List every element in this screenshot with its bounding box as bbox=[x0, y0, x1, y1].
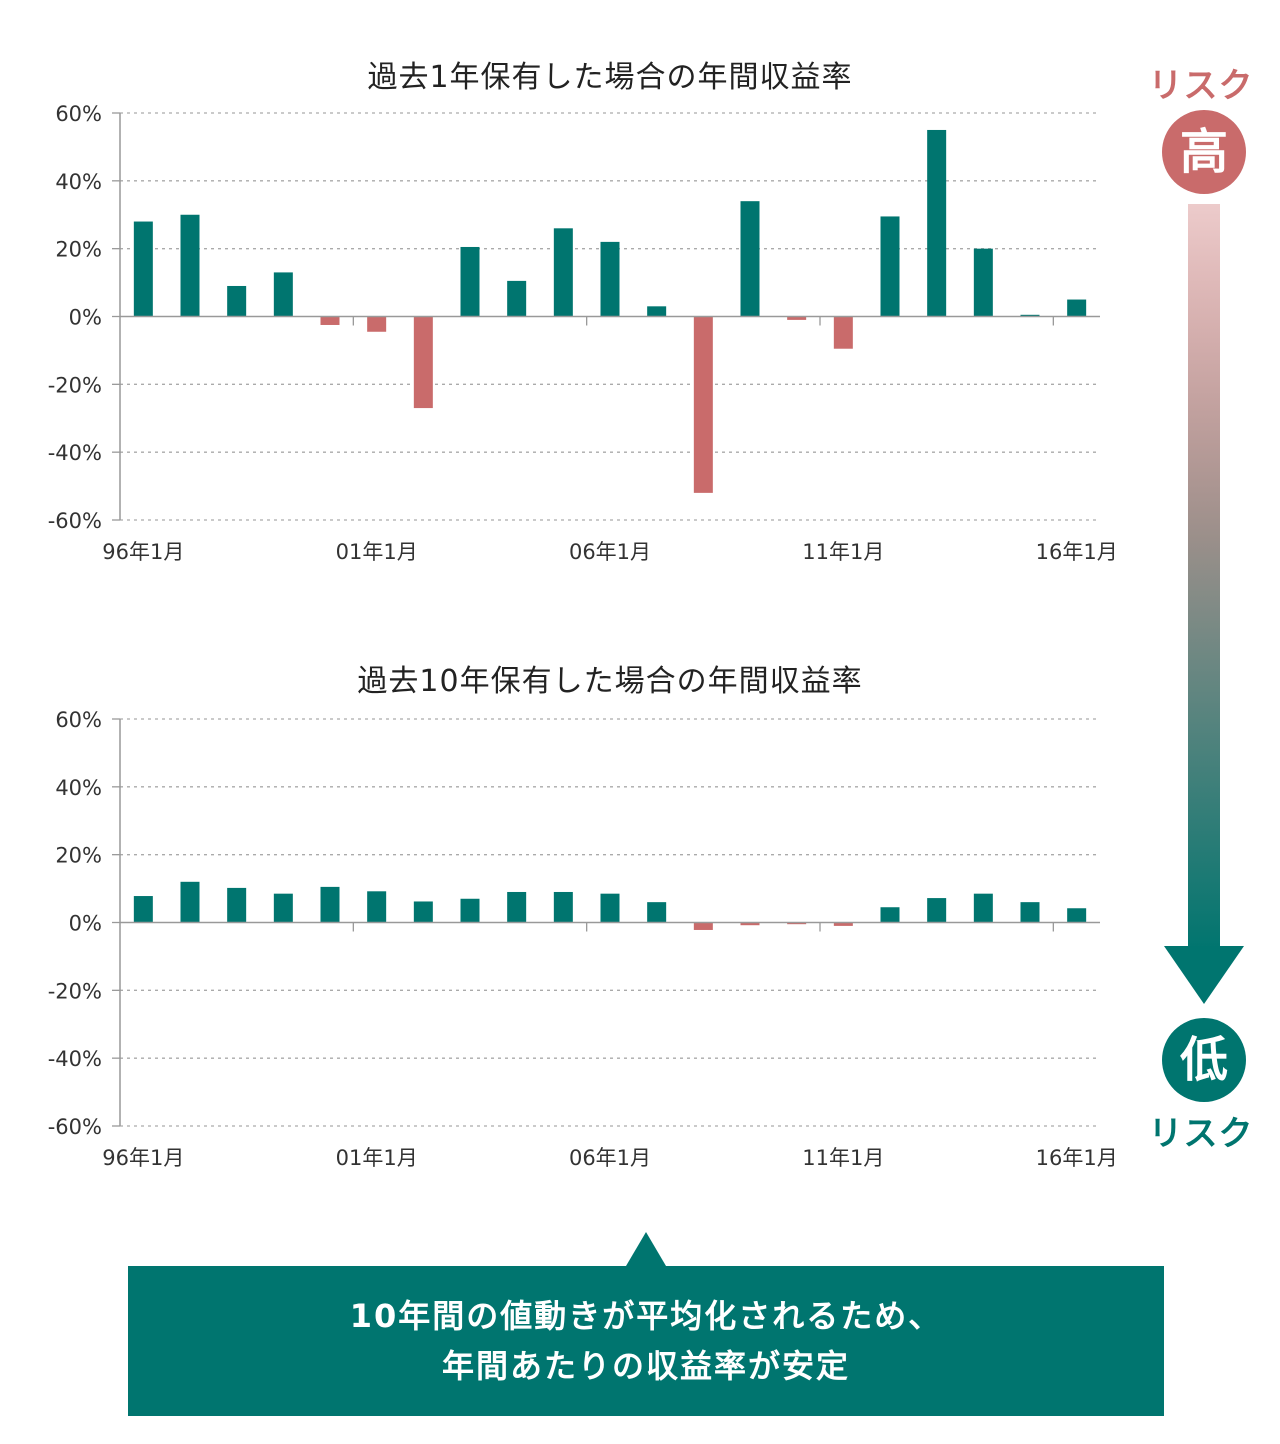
bar bbox=[647, 306, 667, 317]
bar bbox=[880, 907, 900, 923]
callout-box: 10年間の値動きが平均化されるため、 年間あたりの収益率が安定 bbox=[128, 1266, 1164, 1416]
x-tick-label: 16年1月 bbox=[1036, 1146, 1118, 1170]
bar bbox=[553, 891, 573, 923]
bar bbox=[413, 901, 433, 923]
risk-gradient-arrow bbox=[1164, 204, 1244, 1004]
bar bbox=[180, 881, 200, 923]
chart-2-plot: 60% 40% 20% 0% -20% -40% -60%96年1月 01年1月 06年1月 11… bbox=[48, 708, 1118, 1170]
callout-line-2: 年間あたりの収益率が安定 bbox=[441, 1347, 850, 1385]
y-tick-label: 0% bbox=[69, 912, 102, 936]
y-tick-label: 0% bbox=[69, 306, 102, 330]
risk-low-label: リスク bbox=[1148, 1114, 1254, 1154]
bar bbox=[320, 886, 340, 923]
y-tick-label: -60% bbox=[48, 1115, 102, 1139]
x-tick-label: 01年1月 bbox=[336, 1146, 418, 1170]
bar bbox=[1067, 908, 1087, 923]
bar bbox=[927, 129, 947, 317]
bar bbox=[367, 891, 387, 923]
bar bbox=[740, 922, 760, 926]
bar bbox=[507, 280, 527, 317]
y-tick-label: -40% bbox=[48, 441, 102, 465]
bar bbox=[647, 902, 667, 923]
bar bbox=[927, 898, 947, 923]
chart-1-title: 過去1年保有した場合の年間収益率 bbox=[367, 60, 853, 95]
bar bbox=[880, 216, 900, 317]
bar bbox=[133, 896, 153, 923]
y-tick-label: 60% bbox=[55, 102, 102, 126]
bar bbox=[693, 316, 713, 493]
bar bbox=[227, 887, 247, 923]
y-tick-label: 60% bbox=[55, 708, 102, 732]
y-tick-label: -20% bbox=[48, 979, 102, 1003]
bar bbox=[600, 241, 620, 317]
bar bbox=[833, 922, 853, 926]
bar bbox=[180, 214, 200, 317]
bar bbox=[507, 891, 527, 923]
x-tick-label: 11年1月 bbox=[802, 540, 884, 564]
bar bbox=[1020, 314, 1040, 317]
bar bbox=[367, 316, 387, 332]
bar bbox=[740, 201, 760, 317]
y-tick-label: 20% bbox=[55, 238, 102, 262]
x-tick-label: 16年1月 bbox=[1036, 540, 1118, 564]
bar bbox=[600, 893, 620, 923]
bar bbox=[460, 246, 480, 317]
x-tick-label: 96年1月 bbox=[102, 540, 184, 564]
bar bbox=[413, 316, 433, 409]
callout-pointer bbox=[626, 1232, 666, 1266]
y-tick-label: -40% bbox=[48, 1047, 102, 1071]
bar bbox=[133, 221, 153, 317]
callout-line-1: 10年間の値動きが平均化されるため、 bbox=[349, 1297, 943, 1335]
bar bbox=[787, 316, 807, 320]
bar bbox=[553, 228, 573, 317]
y-tick-label: 40% bbox=[55, 170, 102, 194]
bar bbox=[1020, 902, 1040, 923]
bar bbox=[1067, 299, 1087, 317]
x-tick-label: 96年1月 bbox=[102, 1146, 184, 1170]
bar bbox=[973, 893, 993, 923]
bar bbox=[460, 898, 480, 923]
bar bbox=[693, 922, 713, 930]
y-tick-label: 20% bbox=[55, 844, 102, 868]
chart-2-title: 過去10年保有した場合の年間収益率 bbox=[357, 664, 863, 699]
bar bbox=[273, 272, 293, 317]
x-tick-label: 11年1月 bbox=[802, 1146, 884, 1170]
bar bbox=[320, 316, 340, 325]
risk-low-badge: 低 bbox=[1162, 1018, 1246, 1102]
bar bbox=[273, 893, 293, 923]
risk-high-label: リスク bbox=[1148, 66, 1254, 106]
risk-high-badge: 高 bbox=[1162, 110, 1246, 194]
bar bbox=[973, 248, 993, 317]
y-tick-label: 40% bbox=[55, 776, 102, 800]
bar bbox=[227, 285, 247, 317]
x-tick-label: 06年1月 bbox=[569, 540, 651, 564]
x-tick-label: 01年1月 bbox=[336, 540, 418, 564]
y-tick-label: -20% bbox=[48, 373, 102, 397]
y-tick-label: -60% bbox=[48, 509, 102, 533]
bar bbox=[787, 922, 807, 925]
x-tick-label: 06年1月 bbox=[569, 1146, 651, 1170]
chart-1-plot: 60% 40% 20% 0% -20% -40% -60%96年1月 01年1月 06年1月 11… bbox=[48, 102, 1118, 564]
bar bbox=[833, 316, 853, 349]
